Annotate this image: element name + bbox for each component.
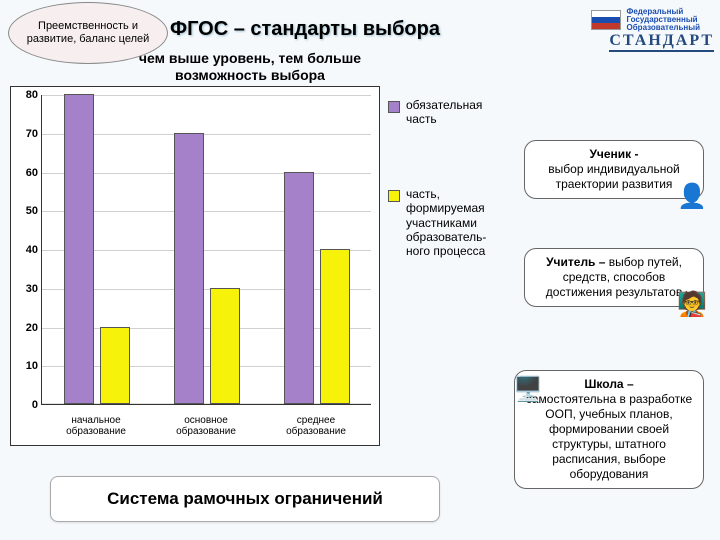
y-tick: 0 [18,399,38,411]
subtitle: чем выше уровень, тем больше возможность… [120,50,380,84]
callout-school: Школа – самостоятельна в разработке ООП,… [514,370,704,489]
x-label: начальное образование [46,415,146,437]
bar [174,133,204,404]
school-icon: 🖥️ [513,375,541,407]
chart-area: 01020304050607080 начальное образованиео… [10,86,380,446]
legend-swatch [388,101,400,113]
legend-swatch [388,190,400,202]
y-tick: 20 [18,322,38,334]
x-label: среднее образование [266,415,366,437]
bottom-summary: Система рамочных ограничений [50,476,440,522]
legend-item: часть, формируемая участниками образоват… [388,187,502,259]
chart-legend: обязательная часть часть, формируемая уча… [380,86,502,448]
logo-text: Федеральный Государственный Образователь… [627,8,700,32]
legend-label: обязательная часть [406,98,502,127]
flag-icon [591,10,621,30]
logo-area: Федеральный Государственный Образователь… [591,8,700,32]
bar [64,94,94,404]
bar [210,288,240,404]
teacher-icon: 🧑‍🏫 [677,290,705,322]
callout-student: Ученик - выбор индивидуальной траектории… [524,140,704,199]
chart-container: 01020304050607080 начальное образованиео… [10,86,506,448]
page-title: ФГОС – стандарты выбора [170,18,440,41]
y-tick: 70 [18,128,38,140]
y-tick: 30 [18,283,38,295]
legend-item: обязательная часть [388,98,502,127]
chart-plot: 01020304050607080 [41,95,371,405]
legend-label: часть, формируемая участниками образоват… [406,187,502,259]
y-tick: 80 [18,89,38,101]
y-tick: 40 [18,244,38,256]
student-icon: 👤 [677,182,705,214]
bar [284,172,314,405]
bar [100,327,130,405]
y-tick: 60 [18,167,38,179]
standard-label: СТАНДАРТ [609,32,714,52]
y-tick: 10 [18,360,38,372]
bar [320,249,350,404]
y-tick: 50 [18,205,38,217]
callout-teacher: Учитель – выбор путей, средств, способов… [524,248,704,307]
x-label: основное образование [156,415,256,437]
badge-oval: Преемственность и развитие, баланс целей [8,2,168,64]
